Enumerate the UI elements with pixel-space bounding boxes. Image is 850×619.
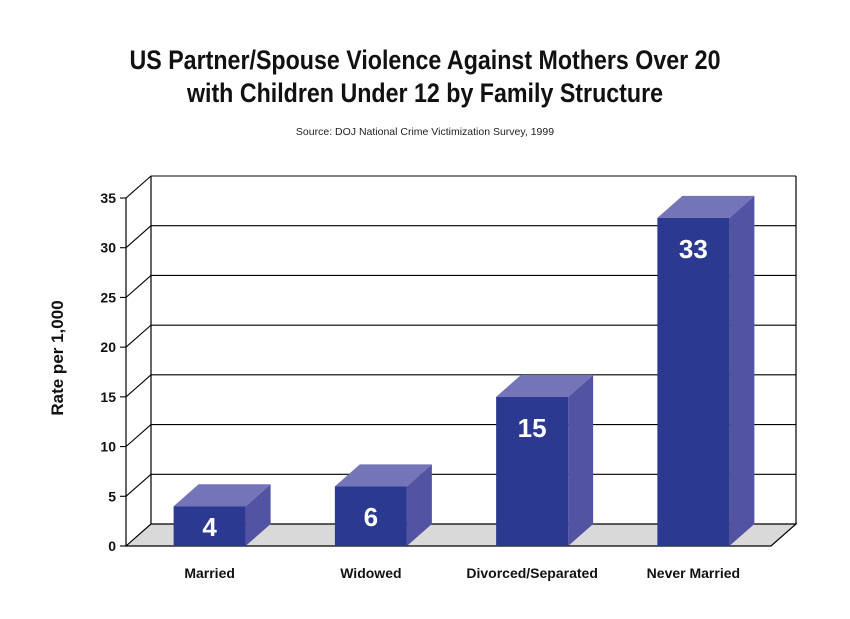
bars: 4 6 15 33 <box>173 195 755 546</box>
bar-side <box>406 464 432 546</box>
bar-top <box>334 464 432 487</box>
y-tick-label: 0 <box>108 538 116 554</box>
bar-side <box>729 195 755 546</box>
data-label: 15 <box>518 413 547 443</box>
y-tick-label: 20 <box>100 339 116 355</box>
x-category-label: Divorced/Separated <box>466 565 598 581</box>
y-tick-label: 35 <box>100 190 116 206</box>
chart-frame <box>124 176 798 547</box>
bar-top <box>657 195 755 218</box>
bar-top <box>173 484 271 507</box>
x-category-label: Never Married <box>647 565 740 581</box>
data-label: 33 <box>679 234 708 264</box>
bar-front <box>173 506 246 546</box>
bar: 33 <box>657 195 755 546</box>
gridline <box>125 175 796 199</box>
gridline <box>125 274 796 298</box>
bar-front <box>496 396 569 546</box>
chart-title-line-1: US Partner/Spouse Violence Against Mothe… <box>129 45 721 75</box>
bar-side <box>245 484 271 546</box>
chart-title: US Partner/Spouse Violence Against Mothe… <box>60 44 791 110</box>
bar-front <box>657 217 730 546</box>
gridline <box>125 324 796 348</box>
x-axis-categories: Married Widowed Divorced/Separated Never Ma… <box>184 565 740 581</box>
bar-side <box>568 374 594 546</box>
chart-title-line-2: with Children Under 12 by Family Structu… <box>186 78 664 108</box>
y-tick-label: 10 <box>100 439 116 455</box>
y-tick-label: 25 <box>100 289 116 305</box>
data-label: 4 <box>202 512 217 542</box>
bar: 4 <box>173 484 271 546</box>
data-label: 6 <box>364 502 378 532</box>
bar-front <box>334 486 407 546</box>
bar: 6 <box>334 464 432 546</box>
y-axis-label: Rate per 1,000 <box>48 300 67 415</box>
y-axis-ticks: 0 5 10 15 20 25 30 35 <box>100 190 126 554</box>
bar: 15 <box>496 374 594 546</box>
x-category-label: Married <box>184 565 235 581</box>
gridline <box>125 225 796 249</box>
y-tick-label: 30 <box>100 240 116 256</box>
chart-source: Source: DOJ National Crime Victimization… <box>295 126 555 138</box>
y-tick-label: 15 <box>100 389 116 405</box>
x-category-label: Widowed <box>340 565 401 581</box>
y-tick-label: 5 <box>108 488 116 504</box>
bar-top <box>496 374 594 397</box>
